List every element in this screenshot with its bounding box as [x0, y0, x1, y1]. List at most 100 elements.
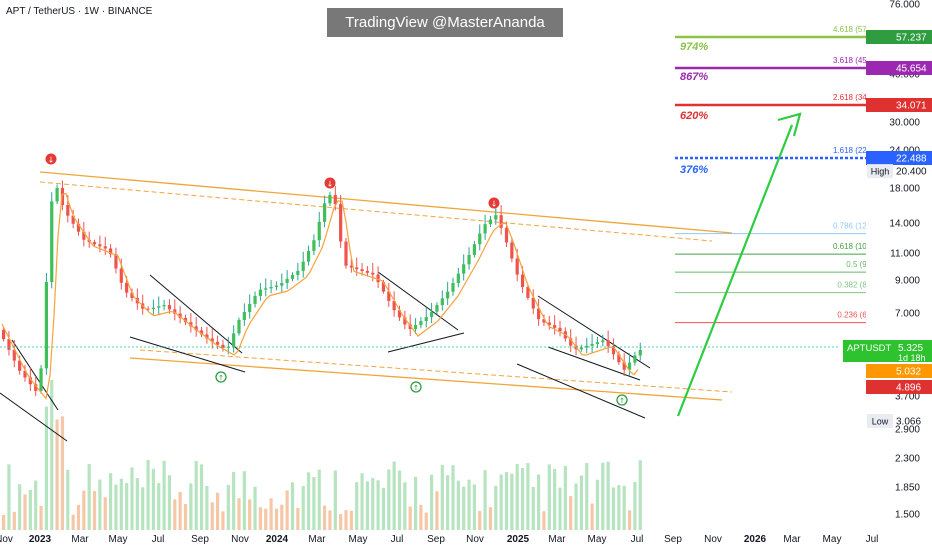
candle-body — [510, 242, 514, 259]
candle — [221, 339, 225, 352]
volume-bar — [60, 416, 65, 530]
volume-bar — [199, 464, 204, 530]
candle — [199, 326, 204, 338]
volume-bar — [237, 498, 241, 530]
candle-body — [622, 362, 626, 370]
candle — [622, 353, 626, 376]
volume-bar — [376, 480, 380, 530]
channel-bottom-dashed — [139, 349, 733, 393]
candle — [365, 266, 369, 277]
candle-body — [488, 219, 493, 225]
candle — [306, 245, 311, 266]
candle — [611, 338, 616, 360]
volume-bar — [333, 470, 337, 530]
candle — [531, 289, 535, 315]
volume-bar — [419, 504, 423, 530]
candle — [285, 270, 289, 289]
price-badge-text: 22.488 — [896, 154, 927, 165]
candle-body — [146, 308, 150, 310]
volume-bar — [258, 507, 262, 530]
candle-body — [34, 384, 38, 391]
candle-body — [194, 326, 198, 331]
candle-body — [114, 254, 118, 269]
candle-body — [569, 338, 573, 346]
candle-body — [7, 339, 11, 350]
volume-bar — [574, 483, 578, 530]
candle — [210, 328, 214, 349]
candle — [205, 327, 209, 344]
price-badge-text: 5.032 — [896, 367, 921, 378]
candle — [237, 317, 241, 336]
candle-body — [590, 343, 594, 346]
candle — [413, 318, 418, 335]
volume-bar — [520, 468, 525, 530]
candle — [494, 207, 498, 225]
fib-label-3.618: 3.618 (45.654) — [833, 56, 885, 65]
candle-body — [627, 362, 632, 370]
volume-bar — [355, 482, 359, 530]
candle — [328, 191, 332, 207]
candle — [323, 195, 327, 228]
candle — [248, 294, 252, 319]
candle-body — [323, 203, 327, 222]
y-tick-label: 1.500 — [895, 510, 920, 521]
candle-body — [558, 327, 562, 332]
volume-bar — [413, 476, 418, 530]
volume-bar — [381, 487, 386, 530]
wedge-line-6 — [516, 363, 646, 419]
volume-bar — [290, 482, 295, 530]
volume-bar — [483, 470, 487, 530]
candle — [435, 302, 439, 315]
volume-bar — [499, 474, 503, 530]
price-badge-34.071: 34.071 — [866, 98, 932, 112]
y-tick-label: 3.700 — [895, 392, 920, 403]
candle — [553, 315, 557, 335]
fib-label-0.236: 0.236 (6.481) — [837, 311, 885, 320]
candle-body — [66, 205, 70, 216]
peak-marker-2: ↓ — [488, 197, 500, 209]
volume-bar — [242, 471, 246, 530]
price-badge-bg — [866, 98, 932, 112]
candle-body — [44, 282, 48, 369]
peak-marker-arrow: ↓ — [491, 200, 498, 209]
candle-body — [173, 309, 177, 314]
candle-body — [542, 319, 546, 323]
volume-bar — [558, 487, 562, 530]
candle-body — [467, 254, 471, 265]
candle-body — [349, 265, 353, 268]
candle-body — [531, 297, 535, 309]
volume-bar — [232, 471, 236, 530]
candle-body — [472, 244, 476, 255]
candle — [232, 325, 236, 353]
candle-body — [435, 305, 439, 312]
candle-body — [232, 333, 236, 347]
x-tick-label: Nov — [231, 534, 249, 545]
volume-bar — [7, 464, 11, 530]
volume-bar — [451, 465, 455, 530]
candle-body — [205, 334, 209, 339]
volume-bar — [98, 479, 102, 530]
volume-bar — [430, 474, 434, 530]
candle-body — [18, 360, 22, 371]
candle — [280, 273, 284, 293]
candle-body — [579, 347, 583, 350]
volume-bar — [109, 473, 113, 530]
peak-marker-circle — [45, 153, 57, 165]
price-badge-4.896: 4.896 — [866, 380, 932, 394]
candle-body — [2, 330, 6, 340]
candle-body — [98, 244, 102, 247]
candle-body — [376, 274, 380, 283]
volume-bar — [87, 464, 91, 530]
y-tick-label: 1.850 — [895, 483, 920, 494]
candle — [71, 209, 75, 229]
candle-body — [520, 274, 525, 288]
volume-bar — [638, 460, 642, 530]
candle-body — [12, 349, 16, 361]
wedge-line-4 — [387, 332, 465, 353]
volume-bar — [488, 507, 493, 530]
candle-body — [109, 248, 113, 255]
volume-bar — [462, 486, 466, 530]
volume-bar — [397, 470, 402, 530]
projection-arrowhead — [777, 112, 802, 137]
